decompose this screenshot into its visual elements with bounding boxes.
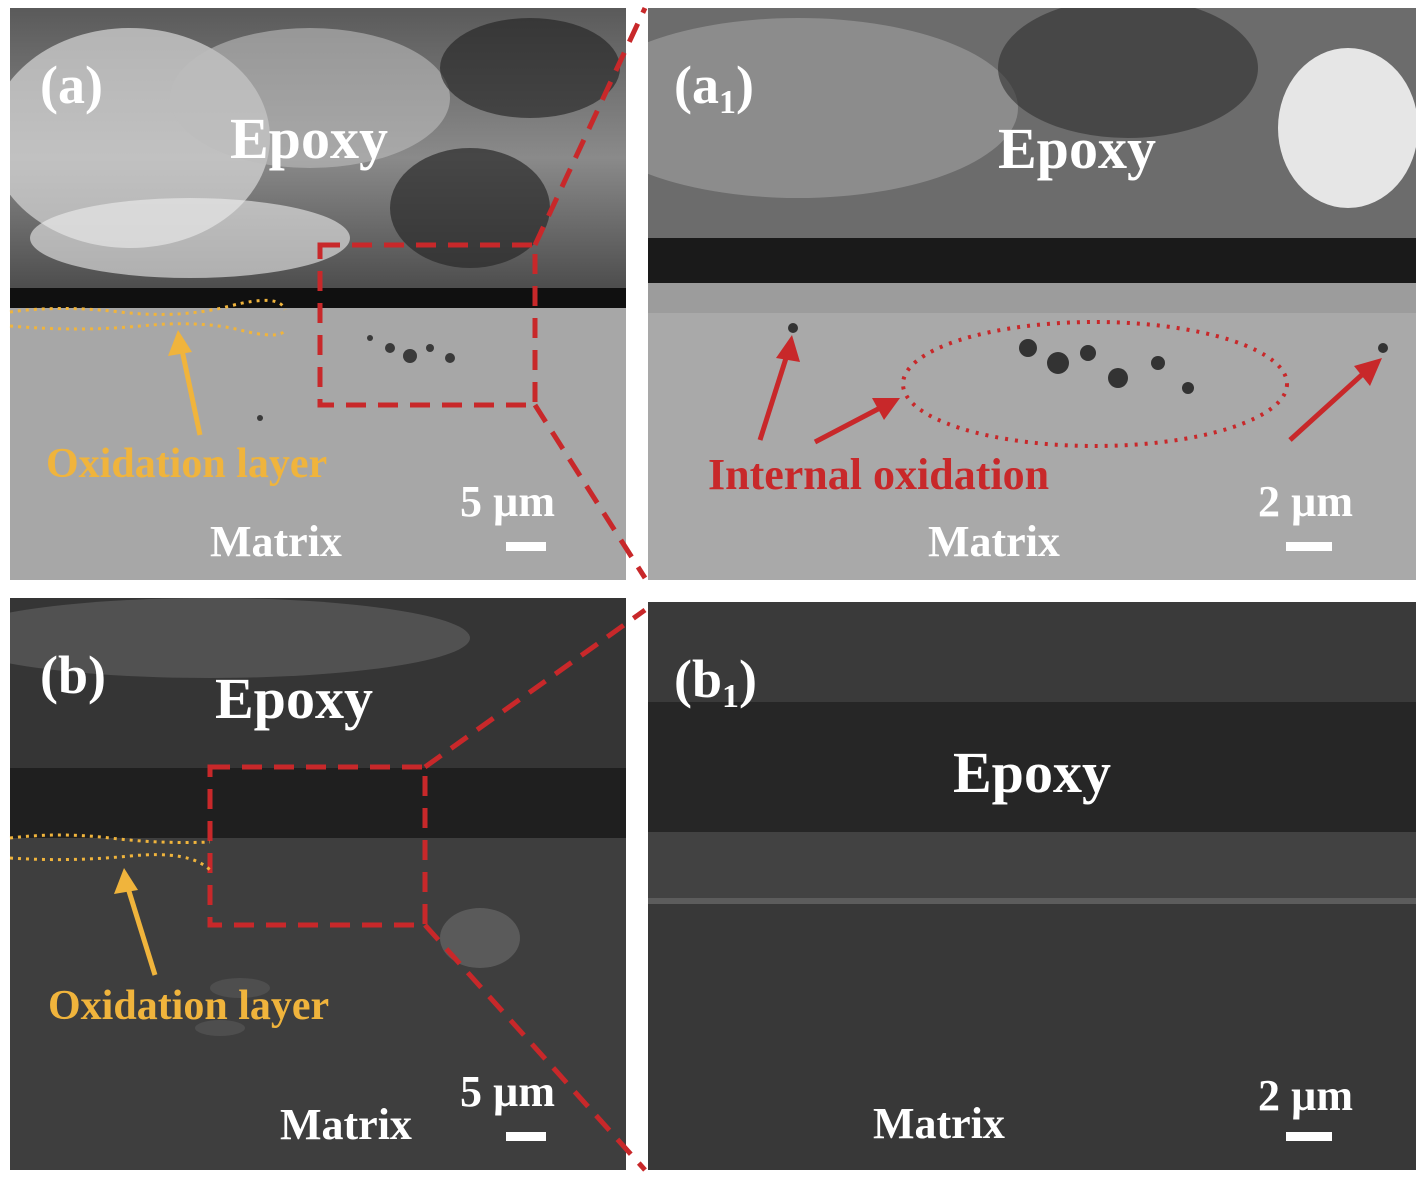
scale-bar <box>506 542 546 551</box>
oxidation-layer-label: Oxidation layer <box>46 443 327 485</box>
scale-bar <box>506 1132 546 1141</box>
scale-bar-label: 2 µm <box>1258 1074 1353 1118</box>
panel-a: (a) Epoxy Oxidation layer 5 µm Matrix <box>10 8 626 580</box>
panel-label: (b) <box>40 648 106 702</box>
scale-bar-label: 5 µm <box>460 480 555 524</box>
panel-label: (a) <box>40 58 103 112</box>
epoxy-label: Epoxy <box>215 670 373 728</box>
matrix-label: Matrix <box>928 520 1060 564</box>
panel-label-close: ) <box>739 649 757 709</box>
panel-label-close: ) <box>736 55 754 115</box>
panel-label: (b1) <box>674 652 757 714</box>
scale-bar <box>1286 542 1332 551</box>
panel-label-main: (a <box>674 55 719 115</box>
panel-label-subscript: 1 <box>722 678 739 715</box>
epoxy-label: Epoxy <box>953 744 1111 802</box>
panel-label: (a1) <box>674 58 754 120</box>
matrix-label: Matrix <box>873 1102 1005 1146</box>
panel-label-subscript: 1 <box>719 84 736 121</box>
epoxy-label: Epoxy <box>230 110 388 168</box>
matrix-label: Matrix <box>280 1103 412 1147</box>
scale-bar-label: 5 µm <box>460 1070 555 1114</box>
internal-oxidation-label: Internal oxidation <box>708 453 1049 497</box>
scale-bar-label: 2 µm <box>1258 480 1353 524</box>
matrix-label: Matrix <box>210 520 342 564</box>
panel-b: (b) Epoxy Oxidation layer 5 µm Matrix <box>10 598 626 1170</box>
panel-label-main: (b <box>674 649 722 709</box>
panel-a1: (a1) Epoxy Internal oxidation 2 µm Matri… <box>648 8 1416 580</box>
epoxy-label: Epoxy <box>998 120 1156 178</box>
panel-b1: (b1) Epoxy 2 µm Matrix <box>648 602 1416 1170</box>
oxidation-layer-label: Oxidation layer <box>48 985 329 1027</box>
scale-bar <box>1286 1132 1332 1141</box>
